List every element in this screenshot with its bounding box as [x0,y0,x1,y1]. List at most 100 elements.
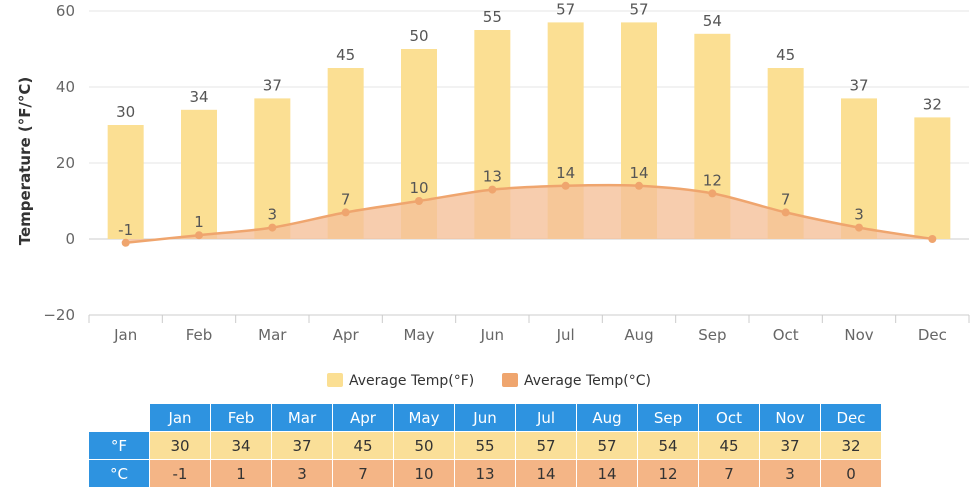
celsius-cell: 13 [454,459,516,488]
celsius-point [121,238,130,247]
fahrenheit-data-label: 30 [116,103,135,121]
celsius-cell: 14 [515,459,577,488]
y-tick-label: 40 [56,78,75,96]
month-header-cell: Feb [210,403,272,432]
celsius-data-label: 13 [483,168,502,186]
x-tick-label: Dec [918,326,947,344]
celsius-data-label: 10 [409,179,428,197]
celsius-cell: 12 [637,459,699,488]
fahrenheit-cell: 55 [454,431,516,460]
celsius-cell: 7 [332,459,394,488]
fahrenheit-cell: 54 [637,431,699,460]
celsius-cell: 3 [759,459,821,488]
legend-fahrenheit-swatch [327,373,343,387]
legend-fahrenheit-label: Average Temp(°F) [349,373,474,389]
celsius-row-label: °C [88,459,150,488]
month-header-cell: Nov [759,403,821,432]
x-tick-label: Nov [844,326,873,344]
fahrenheit-cell: 57 [515,431,577,460]
fahrenheit-cell: 32 [820,431,882,460]
celsius-data-label: 14 [629,164,648,182]
celsius-cell: 14 [576,459,638,488]
x-tick-label: Apr [333,326,360,344]
fahrenheit-data-label: 45 [776,46,795,64]
fahrenheit-cell: 57 [576,431,638,460]
fahrenheit-data-label: 50 [409,27,428,45]
y-tick-label: −20 [43,306,75,324]
celsius-line [125,183,933,245]
month-header-cell: May [393,403,455,432]
celsius-cell: 0 [820,459,882,488]
month-header-cell: Oct [698,403,760,432]
celsius-data-label: 12 [703,171,722,189]
y-axis-title: Temperature (°F/°C) [16,77,34,246]
month-header-cell: Apr [332,403,394,432]
legend-celsius-label: Average Temp(°C) [524,373,651,389]
fahrenheit-bar [841,98,877,240]
table-corner [88,403,150,432]
y-tick-label: 0 [65,230,75,248]
fahrenheit-cell: 45 [698,431,760,460]
y-tick-label: 60 [56,2,75,20]
fahrenheit-data-label: 37 [849,76,868,94]
celsius-point [415,197,423,205]
month-header-cell: Dec [820,403,882,432]
month-header-row: Jan Feb Mar Apr May Jun Jul Aug Sep Oct Nov Dec [88,403,882,432]
celsius-point [561,181,570,190]
celsius-data-label: 7 [781,190,791,208]
fahrenheit-bar [254,98,291,240]
x-tick-label: May [403,326,434,344]
x-tick-label: Jul [556,326,575,344]
fahrenheit-data-label: 34 [189,88,208,106]
fahrenheit-bar [107,125,144,239]
fahrenheit-cell: 30 [149,431,211,460]
fahrenheit-data-label: 45 [336,46,355,64]
fahrenheit-cell: 37 [759,431,821,460]
celsius-point [928,235,937,243]
celsius-data-label: 1 [194,213,204,231]
fahrenheit-data-label: 55 [483,8,502,26]
month-header-cell: Aug [576,403,638,432]
x-tick-label: Sep [698,326,726,344]
celsius-data-label: 3 [268,206,278,224]
fahrenheit-data-label: 57 [556,0,575,18]
celsius-area [125,185,933,243]
celsius-point [341,208,350,217]
fahrenheit-cell: 45 [332,431,394,460]
celsius-point [488,185,497,194]
x-tick-label: Oct [773,326,799,344]
x-tick-label: Jan [113,326,137,344]
temperature-table: Jan Feb Mar Apr May Jun Jul Aug Sep Oct Nov Dec °F … [88,403,882,488]
celsius-cell: 3 [271,459,333,488]
celsius-data-label: -1 [118,221,133,239]
x-tick-label: Aug [624,326,653,344]
celsius-point [855,223,863,232]
month-header-cell: Jan [149,403,211,432]
celsius-point [781,208,790,217]
celsius-point [268,223,277,232]
month-header-cell: Jul [515,403,577,432]
fahrenheit-bar [914,117,951,239]
celsius-point [635,181,643,190]
fahrenheit-row: °F 30 34 37 45 50 55 57 57 54 45 37 32 [88,431,882,460]
fahrenheit-cell: 37 [271,431,333,460]
x-tick-label: Mar [258,326,287,344]
x-tick-label: Feb [186,326,213,344]
fahrenheit-bar [181,109,217,239]
celsius-row: °C -1 1 3 7 10 13 14 14 12 7 3 0 [88,459,882,488]
y-tick-label: 20 [56,154,75,172]
fahrenheit-data-label: 54 [703,12,722,30]
month-header-cell: Sep [637,403,699,432]
celsius-cell: 7 [698,459,760,488]
month-header-cell: Mar [271,403,333,432]
fahrenheit-row-label: °F [88,431,150,460]
celsius-data-label: 14 [556,164,575,182]
celsius-data-label: 7 [341,190,351,208]
month-header-cell: Jun [454,403,516,432]
x-tick-label: Jun [480,326,504,344]
celsius-point [195,231,203,240]
celsius-cell: 10 [393,459,455,488]
legend-celsius-swatch [502,373,518,387]
fahrenheit-data-label: 32 [923,95,942,113]
